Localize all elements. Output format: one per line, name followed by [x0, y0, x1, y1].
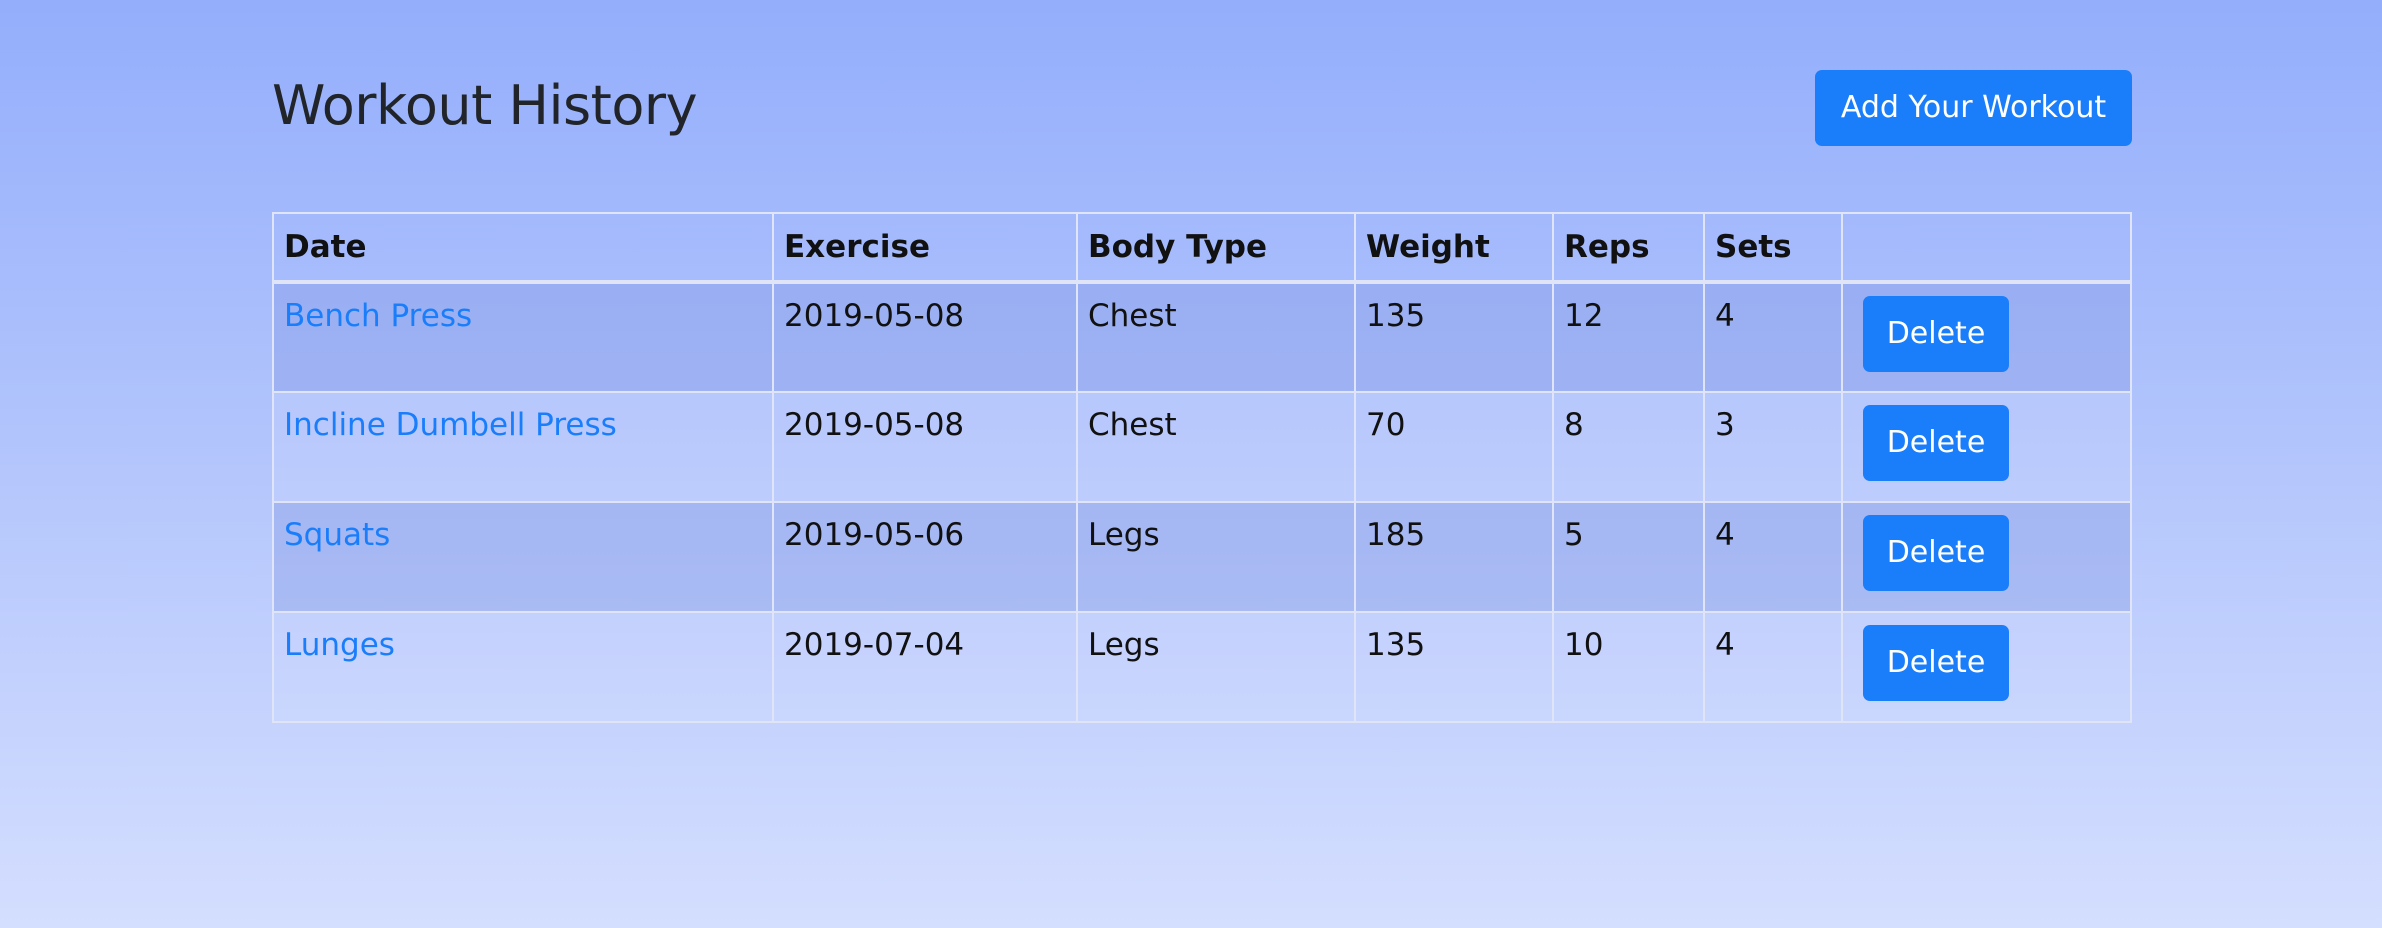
weight-cell: 135	[1354, 281, 1554, 393]
delete-button[interactable]: Delete	[1863, 625, 2009, 701]
table-row: Squats 2019-05-06 Legs 185 5 4 Delete	[272, 501, 2132, 613]
sets-cell: 4	[1703, 501, 1843, 613]
workout-table: Date Exercise Body Type Weight Reps Sets…	[272, 212, 2132, 723]
column-header-weight: Weight	[1354, 212, 1554, 284]
delete-button[interactable]: Delete	[1863, 515, 2009, 591]
column-header-date: Date	[272, 212, 774, 284]
action-cell: Delete	[1841, 281, 2132, 393]
exercise-link[interactable]: Incline Dumbell Press	[284, 407, 617, 443]
exercise-name-cell: Incline Dumbell Press	[272, 391, 774, 503]
column-header-actions	[1841, 212, 2132, 284]
column-header-reps: Reps	[1552, 212, 1705, 284]
exercise-name-cell: Squats	[272, 501, 774, 613]
body-type-cell: Chest	[1076, 391, 1356, 503]
body-type-cell: Legs	[1076, 611, 1356, 723]
page-title: Workout History	[272, 74, 698, 137]
exercise-link[interactable]: Lunges	[284, 627, 395, 663]
sets-cell: 4	[1703, 281, 1843, 393]
table-row: Bench Press 2019-05-08 Chest 135 12 4 De…	[272, 281, 2132, 393]
reps-cell: 8	[1552, 391, 1705, 503]
column-header-exercise: Exercise	[772, 212, 1078, 284]
exercise-link[interactable]: Squats	[284, 517, 391, 553]
action-cell: Delete	[1841, 501, 2132, 613]
reps-cell: 12	[1552, 281, 1705, 393]
action-cell: Delete	[1841, 391, 2132, 503]
delete-button[interactable]: Delete	[1863, 296, 2009, 372]
exercise-name-cell: Bench Press	[272, 281, 774, 393]
delete-button[interactable]: Delete	[1863, 405, 2009, 481]
action-cell: Delete	[1841, 611, 2132, 723]
body-type-cell: Legs	[1076, 501, 1356, 613]
add-workout-button[interactable]: Add Your Workout	[1815, 70, 2132, 146]
date-cell: 2019-07-04	[772, 611, 1078, 723]
column-header-body-type: Body Type	[1076, 212, 1356, 284]
column-header-sets: Sets	[1703, 212, 1843, 284]
reps-cell: 5	[1552, 501, 1705, 613]
body-type-cell: Chest	[1076, 281, 1356, 393]
weight-cell: 135	[1354, 611, 1554, 723]
table-row: Lunges 2019-07-04 Legs 135 10 4 Delete	[272, 611, 2132, 723]
sets-cell: 4	[1703, 611, 1843, 723]
reps-cell: 10	[1552, 611, 1705, 723]
date-cell: 2019-05-06	[772, 501, 1078, 613]
weight-cell: 70	[1354, 391, 1554, 503]
date-cell: 2019-05-08	[772, 281, 1078, 393]
date-cell: 2019-05-08	[772, 391, 1078, 503]
sets-cell: 3	[1703, 391, 1843, 503]
table-header-row: Date Exercise Body Type Weight Reps Sets	[272, 212, 2132, 284]
exercise-link[interactable]: Bench Press	[284, 298, 473, 334]
weight-cell: 185	[1354, 501, 1554, 613]
exercise-name-cell: Lunges	[272, 611, 774, 723]
table-row: Incline Dumbell Press 2019-05-08 Chest 7…	[272, 391, 2132, 503]
